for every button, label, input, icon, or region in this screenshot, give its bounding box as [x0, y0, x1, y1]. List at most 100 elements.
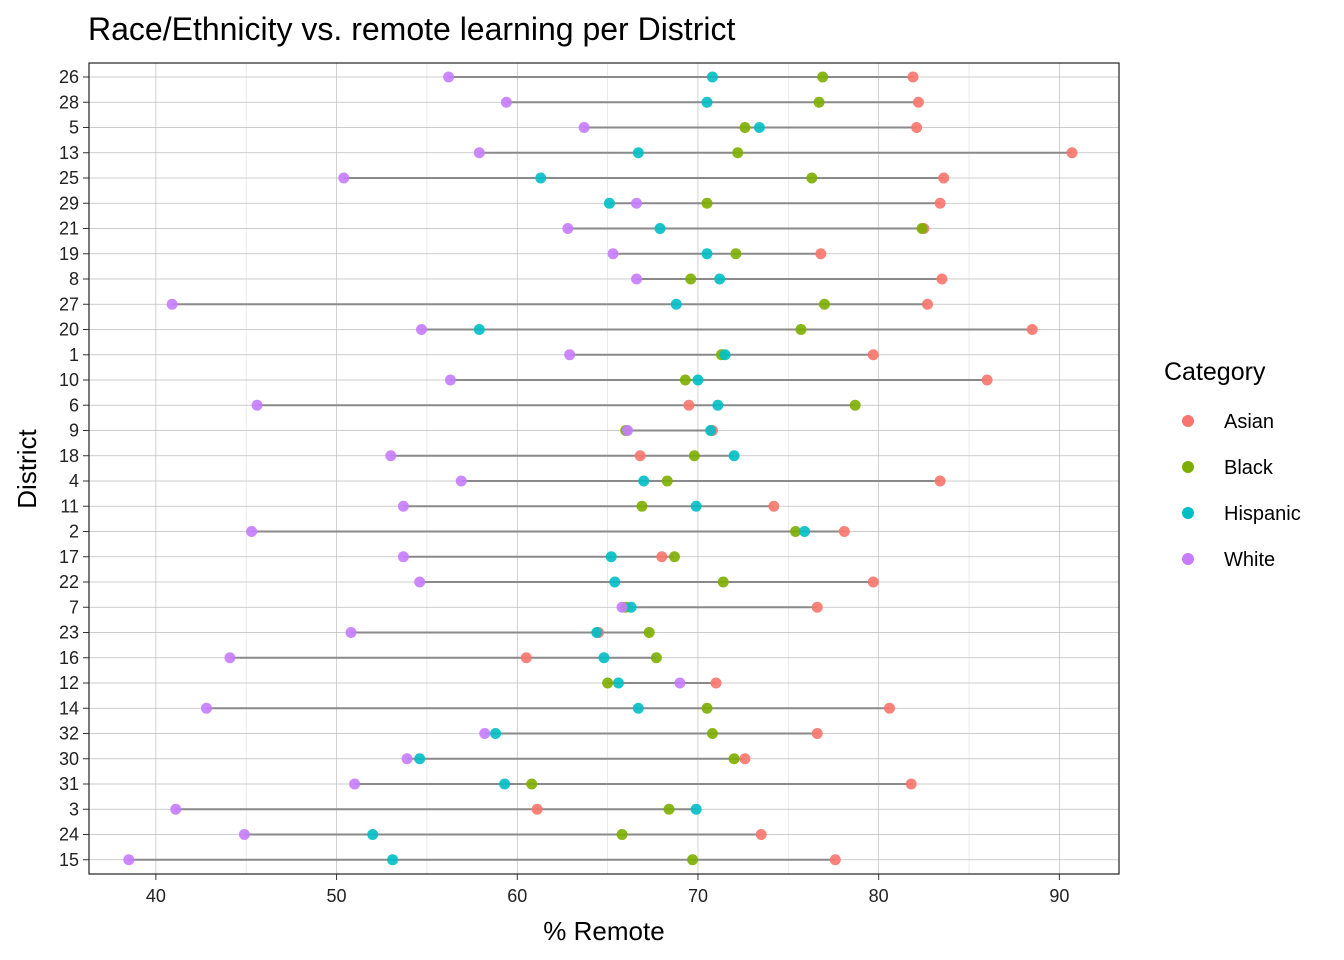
- data-point-white: [616, 601, 628, 613]
- y-tick-label: 5: [69, 118, 79, 138]
- y-tick-label: 6: [69, 395, 79, 415]
- data-point-black: [650, 652, 662, 664]
- x-tick-label: 50: [327, 886, 347, 906]
- data-point-asian: [739, 753, 751, 765]
- y-tick-label: 18: [59, 446, 79, 466]
- data-point-black: [732, 147, 744, 159]
- data-point-asian: [755, 829, 767, 840]
- data-point-asian: [838, 526, 850, 537]
- data-point-asian: [634, 450, 646, 462]
- y-tick-label: 24: [59, 825, 79, 845]
- data-point-hispanic: [367, 829, 379, 840]
- panel-background: [89, 63, 1119, 874]
- data-point-asian: [884, 702, 896, 714]
- data-point-asian: [656, 551, 668, 563]
- data-point-hispanic: [670, 298, 682, 310]
- data-point-asian: [938, 172, 950, 184]
- panel-border: [88, 62, 1120, 875]
- data-point-asian: [815, 248, 827, 260]
- data-point-white: [401, 753, 413, 765]
- data-point-white: [578, 122, 590, 133]
- data-point-asian: [1066, 147, 1078, 159]
- data-point-white: [200, 702, 212, 714]
- y-tick-label: 22: [59, 572, 79, 592]
- legend-label-white: White: [1224, 549, 1275, 571]
- data-point-black: [688, 450, 700, 462]
- y-tick-label: 13: [59, 143, 79, 163]
- data-point-hispanic: [414, 753, 426, 765]
- data-point-black: [602, 677, 614, 689]
- data-point-black: [849, 399, 861, 411]
- x-tick-label: 60: [507, 886, 527, 906]
- data-point-hispanic: [701, 96, 713, 108]
- data-point-white: [238, 829, 250, 840]
- y-tick-label: 4: [69, 471, 79, 491]
- data-point-white: [349, 778, 361, 790]
- legend: Category Asian Black Hispanic White: [1164, 358, 1301, 571]
- data-point-white: [385, 450, 397, 462]
- data-point-hispanic: [706, 71, 718, 83]
- x-tick-label: 80: [869, 886, 889, 906]
- y-tick-label: 32: [59, 724, 79, 744]
- y-tick-label: 19: [59, 244, 79, 264]
- data-point-black: [701, 197, 713, 209]
- data-point-asian: [520, 652, 532, 664]
- data-point-hispanic: [535, 172, 547, 184]
- data-point-hispanic: [701, 248, 713, 260]
- data-point-hispanic: [605, 551, 617, 563]
- legend-key-white: [1182, 553, 1194, 565]
- data-point-hispanic: [632, 702, 644, 714]
- data-point-black: [679, 374, 691, 386]
- data-point-asian: [683, 399, 695, 411]
- data-point-white: [631, 273, 643, 285]
- data-point-hispanic: [705, 425, 717, 436]
- plot-panel: 40 50 60 70 80 902628513252921198272011069184…: [59, 62, 1120, 906]
- y-tick-label: 12: [59, 673, 79, 693]
- data-point-white: [455, 475, 467, 487]
- y-tick-label: 25: [59, 168, 79, 188]
- y-tick-label: 21: [59, 219, 79, 239]
- data-point-black: [813, 96, 825, 108]
- data-point-black: [790, 526, 802, 537]
- data-point-black: [643, 627, 655, 638]
- data-point-hispanic: [609, 576, 621, 588]
- y-tick-label: 27: [59, 294, 79, 314]
- data-point-black: [668, 551, 680, 563]
- y-tick-label: 14: [59, 698, 79, 718]
- legend-key-black: [1182, 461, 1194, 473]
- data-point-black: [739, 122, 751, 133]
- data-point-hispanic: [638, 475, 650, 487]
- data-point-black: [717, 576, 729, 588]
- data-point-black: [806, 172, 818, 184]
- data-point-hispanic: [690, 500, 702, 512]
- data-point-white: [479, 728, 491, 739]
- data-point-black: [616, 829, 628, 840]
- y-tick-label: 8: [69, 269, 79, 289]
- data-point-asian: [934, 475, 946, 487]
- data-point-hispanic: [654, 223, 666, 234]
- data-point-asian: [710, 677, 722, 689]
- y-tick-label: 7: [69, 597, 79, 617]
- y-tick-label: 28: [59, 92, 79, 112]
- data-point-white: [338, 172, 350, 184]
- data-point-white: [246, 526, 258, 537]
- data-point-white: [564, 349, 576, 361]
- y-tick-label: 26: [59, 67, 79, 87]
- legend-key-hispanic: [1182, 507, 1194, 519]
- legend-label-black: Black: [1224, 457, 1274, 479]
- legend-label-asian: Asian: [1224, 411, 1274, 433]
- legend-title: Category: [1164, 358, 1266, 386]
- data-point-hispanic: [714, 273, 726, 285]
- y-axis-title: District: [12, 429, 42, 509]
- data-point-asian: [811, 728, 823, 739]
- data-point-white: [473, 147, 485, 159]
- data-point-asian: [1026, 324, 1038, 335]
- data-point-asian: [867, 349, 879, 361]
- y-tick-label: 11: [60, 496, 79, 516]
- data-point-hispanic: [719, 349, 731, 361]
- y-tick-label: 1: [69, 345, 79, 365]
- x-tick-label: 90: [1049, 886, 1069, 906]
- data-point-black: [795, 324, 807, 335]
- y-tick-label: 16: [59, 648, 79, 668]
- data-point-white: [443, 71, 455, 83]
